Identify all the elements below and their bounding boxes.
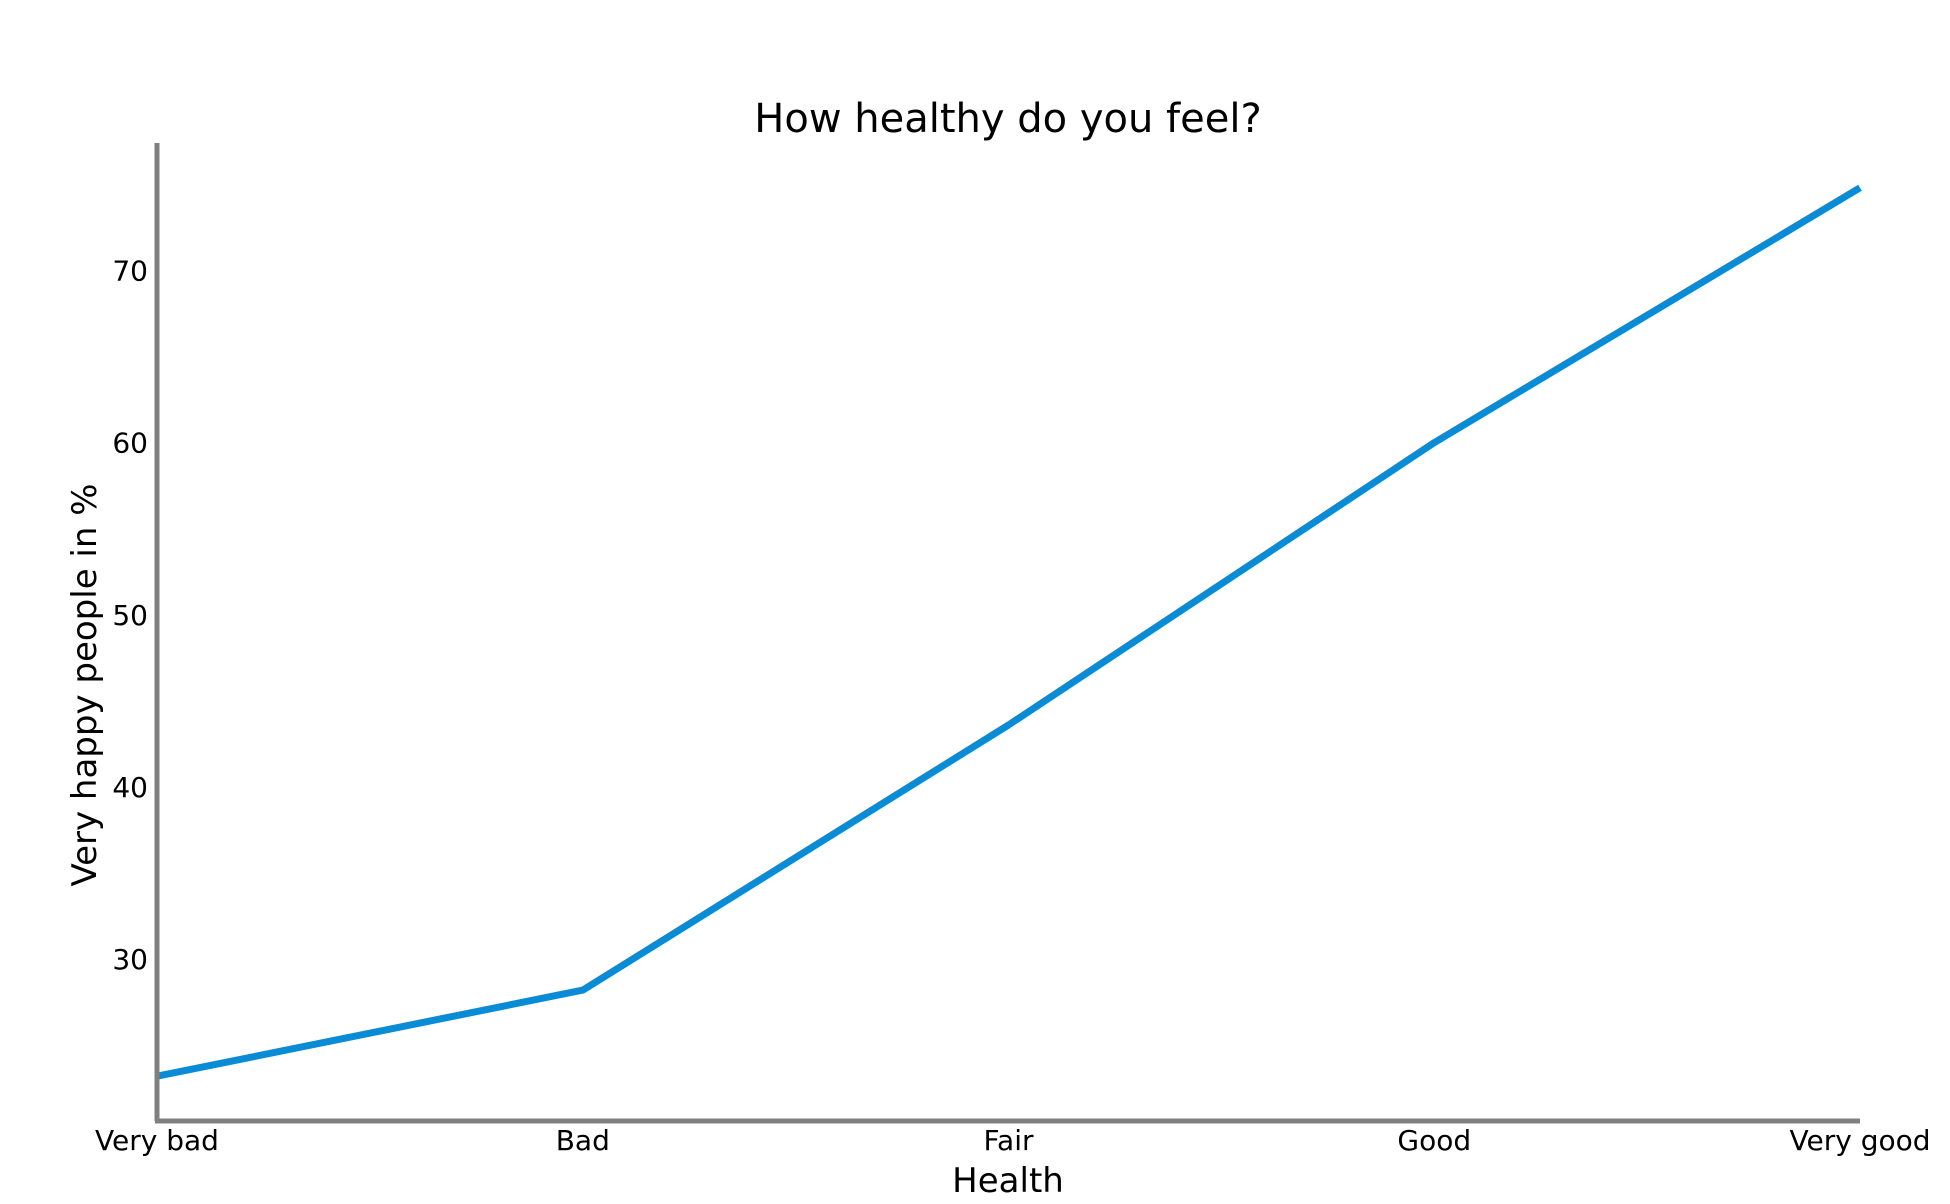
y-tick-label-40: 40 (112, 771, 148, 804)
x-tick-label-2: Bad (556, 1124, 610, 1157)
chart-title: How healthy do you feel? (754, 96, 1261, 142)
y-tick-label-60: 60 (112, 427, 148, 460)
x-axis-ticks: Very bad Bad Fair Good Very good (95, 1124, 1930, 1157)
x-tick-label-5: Very good (1790, 1124, 1931, 1157)
series-layer (157, 188, 1860, 1076)
x-tick-label-1: Very bad (95, 1124, 219, 1157)
x-tick-label-3: Fair (984, 1124, 1034, 1157)
x-tick-label-4: Good (1397, 1124, 1471, 1157)
y-axis-label: Very happy people in % (65, 483, 105, 886)
y-tick-label-70: 70 (112, 254, 148, 287)
y-tick-label-50: 50 (112, 599, 148, 632)
series-line-0 (157, 188, 1860, 1076)
y-tick-label-30: 30 (112, 943, 148, 976)
y-axis-ticks: 30 40 50 60 70 (112, 254, 148, 976)
x-axis-label: Health (952, 1161, 1064, 1200)
